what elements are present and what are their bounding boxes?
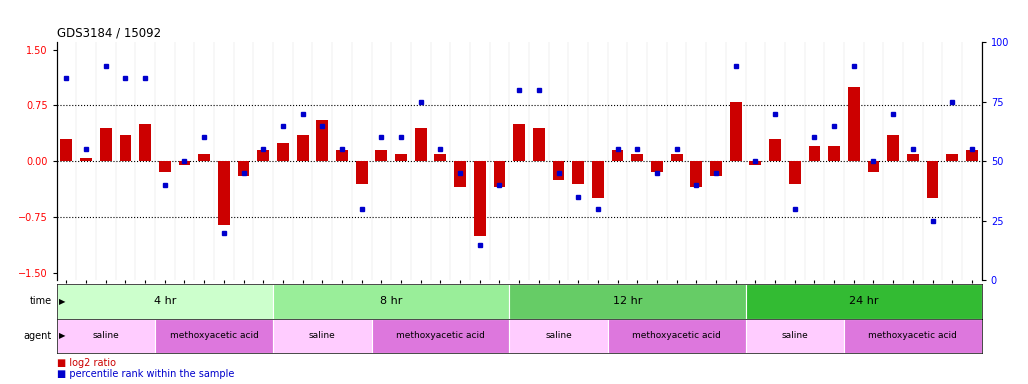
Bar — [966, 150, 978, 161]
Bar — [493, 161, 506, 187]
Bar — [273, 319, 371, 353]
Bar — [257, 150, 269, 161]
Text: ▶: ▶ — [59, 331, 65, 341]
Bar — [631, 154, 644, 161]
Text: time: time — [29, 296, 51, 306]
Bar — [395, 154, 407, 161]
Bar — [749, 161, 762, 165]
Bar — [769, 139, 781, 161]
Bar — [947, 154, 958, 161]
Bar — [513, 124, 525, 161]
Text: 12 hr: 12 hr — [613, 296, 642, 306]
Bar — [80, 157, 91, 161]
Text: methoxyacetic acid: methoxyacetic acid — [396, 331, 485, 341]
Bar — [670, 154, 683, 161]
Bar — [887, 135, 900, 161]
Bar — [336, 150, 347, 161]
Bar — [155, 319, 273, 353]
Bar — [907, 154, 919, 161]
Bar — [237, 161, 250, 176]
Bar — [61, 139, 72, 161]
Bar — [844, 319, 982, 353]
Bar — [273, 284, 509, 319]
Bar — [218, 161, 230, 225]
Bar — [608, 319, 745, 353]
Text: saline: saline — [781, 331, 808, 341]
Text: agent: agent — [24, 331, 51, 341]
Bar — [454, 161, 466, 187]
Bar — [356, 161, 368, 184]
Text: ■ percentile rank within the sample: ■ percentile rank within the sample — [57, 369, 234, 379]
Bar — [474, 161, 485, 236]
Bar — [710, 161, 722, 176]
Bar — [159, 161, 171, 172]
Bar — [592, 161, 603, 199]
Bar — [317, 120, 328, 161]
Bar — [868, 161, 879, 172]
Bar — [788, 161, 801, 184]
Bar — [573, 161, 584, 184]
Bar — [57, 319, 155, 353]
Text: saline: saline — [545, 331, 572, 341]
Bar — [371, 319, 509, 353]
Text: methoxyacetic acid: methoxyacetic acid — [632, 331, 721, 341]
Text: 24 hr: 24 hr — [849, 296, 878, 306]
Text: ▶: ▶ — [59, 297, 65, 306]
Bar — [533, 128, 545, 161]
Bar — [415, 128, 427, 161]
Bar — [119, 135, 132, 161]
Bar — [829, 146, 840, 161]
Bar — [57, 284, 273, 319]
Bar — [691, 161, 702, 187]
Bar — [179, 161, 190, 165]
Text: methoxyacetic acid: methoxyacetic acid — [869, 331, 957, 341]
Bar — [730, 102, 741, 161]
Bar — [100, 128, 112, 161]
Bar — [612, 150, 623, 161]
Bar — [375, 150, 388, 161]
Bar — [509, 319, 608, 353]
Text: saline: saline — [93, 331, 119, 341]
Text: ■ log2 ratio: ■ log2 ratio — [57, 358, 115, 368]
Bar — [198, 154, 210, 161]
Bar — [553, 161, 564, 180]
Bar — [651, 161, 663, 172]
Bar — [277, 143, 289, 161]
Bar — [848, 87, 859, 161]
Bar — [297, 135, 308, 161]
Text: 8 hr: 8 hr — [380, 296, 402, 306]
Text: GDS3184 / 15092: GDS3184 / 15092 — [57, 26, 160, 40]
Text: methoxyacetic acid: methoxyacetic acid — [170, 331, 258, 341]
Bar — [509, 284, 745, 319]
Bar — [745, 284, 982, 319]
Bar — [139, 124, 151, 161]
Bar — [926, 161, 939, 199]
Text: saline: saline — [308, 331, 336, 341]
Bar — [435, 154, 446, 161]
Bar — [808, 146, 820, 161]
Bar — [745, 319, 844, 353]
Text: 4 hr: 4 hr — [153, 296, 176, 306]
